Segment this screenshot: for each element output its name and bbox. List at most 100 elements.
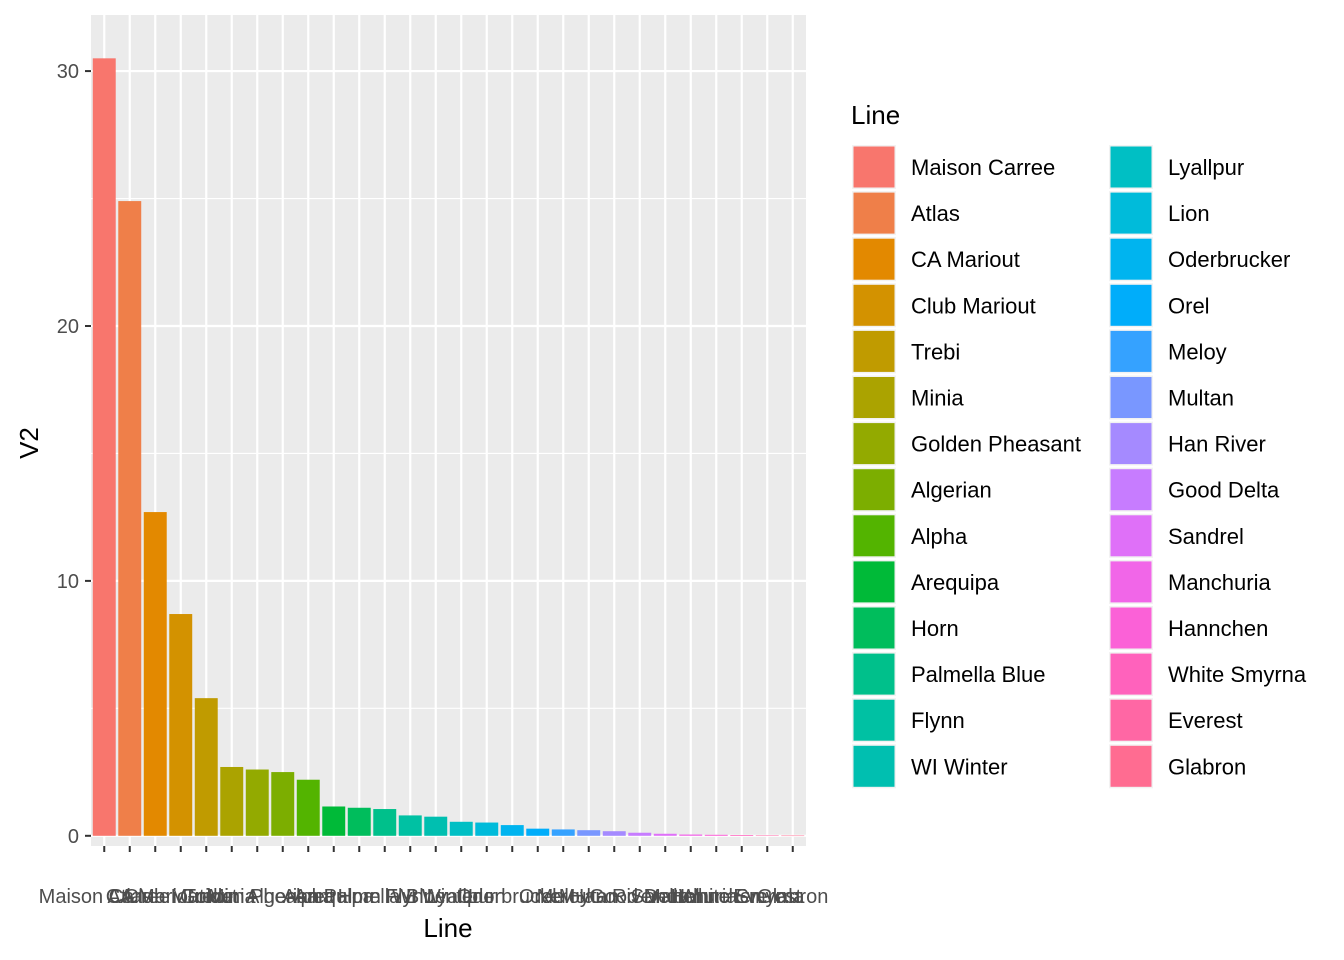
x-tick-label: Lion (468, 886, 506, 908)
legend-label: Orel (1168, 293, 1210, 318)
x-tick-label: Multan (559, 886, 619, 908)
x-tick-label: Flynn (386, 886, 435, 908)
x-tick-label: Hannchen (671, 886, 762, 908)
legend-swatch (1110, 515, 1152, 557)
bar (704, 834, 728, 836)
x-tick-label: Atlas (108, 886, 152, 908)
legend-label: Flynn (911, 708, 965, 733)
legend-swatch (853, 745, 895, 787)
legend-label: Maison Carree (911, 155, 1055, 180)
x-tick-label: Meloy (537, 886, 590, 908)
legend-swatch (1110, 607, 1152, 649)
bar (730, 835, 754, 836)
x-tick-label: Minia (208, 886, 257, 908)
legend-swatch (853, 192, 895, 234)
legend-label: Club Mariout (911, 293, 1036, 318)
bar (500, 825, 524, 836)
bar (296, 779, 320, 836)
legend-swatch (1110, 653, 1152, 695)
x-tick-label: Sandrel (631, 886, 700, 908)
legend-title: Line (851, 100, 900, 130)
bar (398, 815, 422, 836)
y-tick-label: 20 (57, 316, 79, 338)
bar (347, 807, 371, 836)
bar (322, 806, 346, 836)
legend-swatch (1110, 423, 1152, 465)
legend-label: Manchuria (1168, 570, 1271, 595)
legend-swatch (853, 653, 895, 695)
x-tick-label: Orel (519, 886, 557, 908)
bar (424, 816, 448, 836)
legend-swatch (853, 423, 895, 465)
bar (602, 831, 626, 836)
legend-swatch (853, 469, 895, 511)
legend-label: Everest (1168, 708, 1243, 733)
x-tick-label: Everest (733, 886, 801, 908)
legend-label: CA Mariout (911, 247, 1020, 272)
legend-swatch (1110, 284, 1152, 326)
bar (526, 828, 550, 836)
legend-label: Palmella Blue (911, 662, 1046, 687)
bar (220, 766, 244, 836)
bar (551, 829, 575, 836)
legend-label: Glabron (1168, 754, 1246, 779)
y-tick-label: 10 (57, 571, 79, 593)
legend-label: Arequipa (911, 570, 1000, 595)
legend-swatch (853, 607, 895, 649)
x-tick-label: Maison Carree (39, 886, 170, 908)
legend-label: Trebi (911, 339, 960, 364)
x-tick-label: Arequipa (294, 886, 375, 908)
legend-swatch (1110, 330, 1152, 372)
x-tick-label: Club Mariout (124, 886, 238, 908)
legend-swatch (1110, 561, 1152, 603)
x-tick-label: Manchuria (644, 886, 738, 908)
bar (653, 833, 677, 836)
x-tick-label: Trebi (184, 886, 229, 908)
y-tick-label: 0 (68, 826, 79, 848)
legend-swatch (853, 515, 895, 557)
legend-label: Alpha (911, 524, 968, 549)
y-axis-title: V2 (14, 427, 44, 459)
x-tick-label: Han River (570, 886, 659, 908)
legend-swatch (1110, 469, 1152, 511)
bar (245, 769, 269, 836)
legend-swatch (853, 561, 895, 603)
legend-label: Atlas (911, 201, 960, 226)
x-tick-label: Golden Pheasant (180, 886, 335, 908)
legend-swatch (853, 284, 895, 326)
x-tick-label: Lyallpur (427, 886, 497, 908)
x-tick-label: WI Winter (392, 886, 480, 908)
legend-label: Horn (911, 616, 959, 641)
legend-swatch (1110, 377, 1152, 418)
legend-label: Good Delta (1168, 478, 1280, 503)
x-axis-title: Line (423, 913, 472, 943)
legend-swatch (853, 238, 895, 280)
y-axis: 0 10 20 30 (57, 61, 91, 848)
legend-swatch (853, 377, 895, 418)
legend-label: Oderbrucker (1168, 247, 1290, 272)
bar (271, 772, 295, 836)
bar (92, 58, 116, 836)
legend: Line Maison Carree Atlas CA Mariout Club Ma… (851, 100, 1307, 789)
bars (92, 58, 805, 837)
bar (449, 821, 473, 836)
legend-label: Lyallpur (1168, 155, 1244, 180)
x-tick-label: Oderbrucker (457, 886, 568, 908)
legend-swatch (1110, 146, 1152, 188)
bar (373, 809, 397, 836)
legend-label: Sandrel (1168, 524, 1244, 549)
bar (194, 698, 218, 836)
legend-label: Algerian (911, 478, 992, 503)
x-tick-label: CA Mariout (106, 886, 205, 908)
legend-label: Han River (1168, 432, 1266, 457)
legend-label: Golden Pheasant (911, 432, 1081, 457)
y-tick-label: 30 (57, 61, 79, 83)
legend-swatch (1110, 192, 1152, 234)
bar (118, 201, 142, 836)
legend-swatch (1110, 745, 1152, 787)
legend-swatch (1110, 699, 1152, 741)
bar (475, 822, 499, 836)
legend-label: Hannchen (1168, 616, 1268, 641)
legend-swatch (853, 699, 895, 741)
